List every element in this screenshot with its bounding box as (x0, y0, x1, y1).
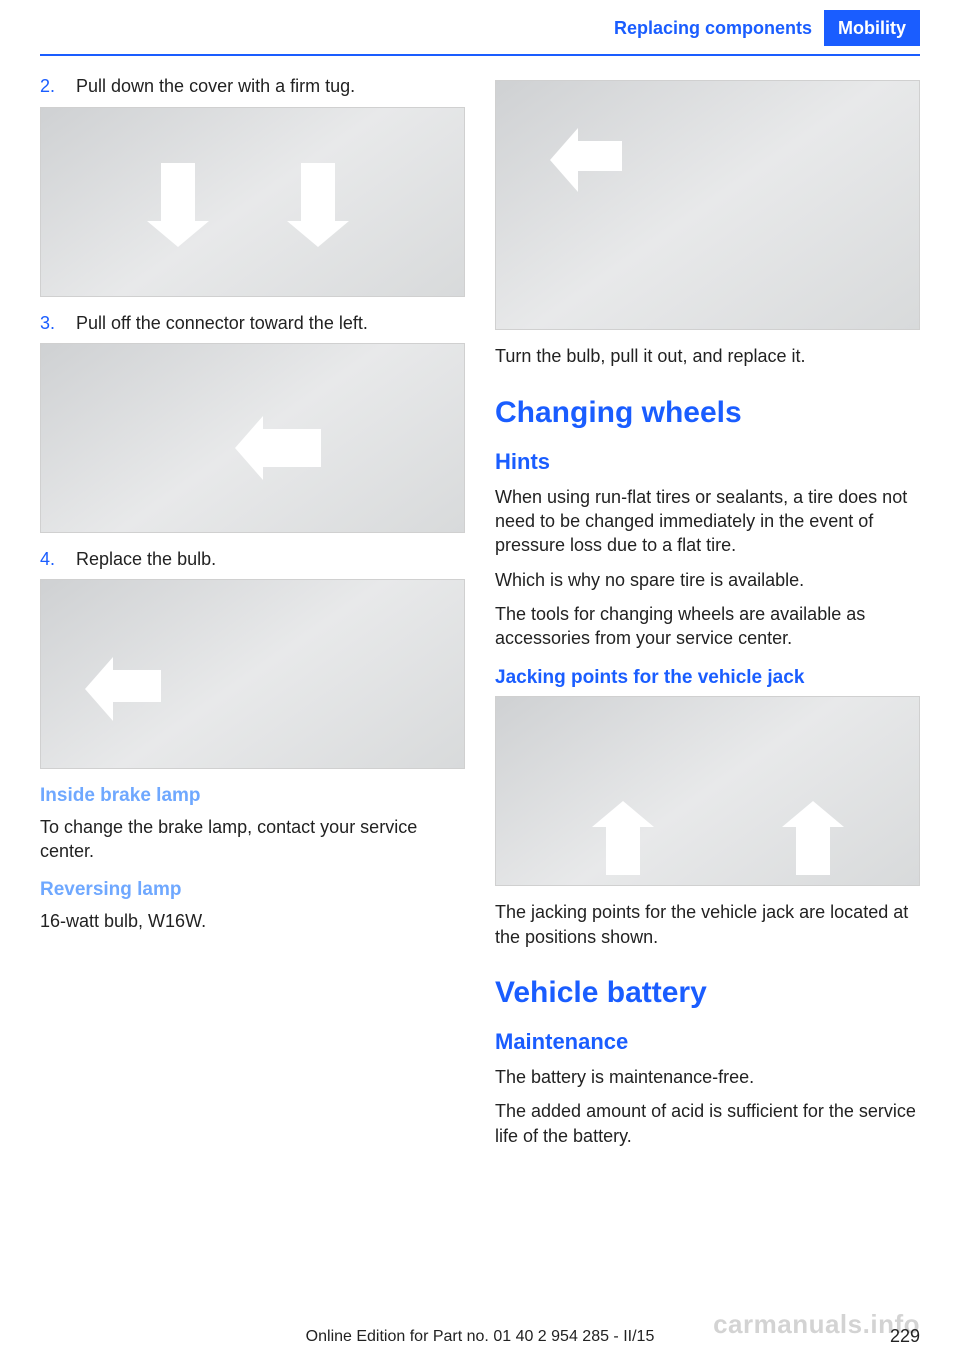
heading-reversing-lamp: Reversing lamp (40, 877, 465, 903)
heading-maintenance: Maintenance (495, 1027, 920, 1057)
right-column: Turn the bulb, pull it out, and replace … (495, 74, 920, 1158)
figure-shade (496, 81, 919, 329)
arrow-down-icon (301, 163, 335, 223)
step-text: Replace the bulb. (76, 547, 465, 571)
arrow-left-icon (576, 141, 622, 171)
step-text: Pull off the connector toward the left. (76, 311, 465, 335)
left-column: 2. Pull down the cover with a firm tug. … (40, 74, 465, 1158)
step-2: 2. Pull down the cover with a firm tug. (40, 74, 465, 98)
arrow-left-icon (111, 670, 161, 702)
breadcrumb-section: Replacing components (602, 10, 824, 46)
step-4: 4. Replace the bulb. (40, 547, 465, 571)
figure-bulb-turn (495, 80, 920, 330)
step-number: 2. (40, 74, 62, 98)
header-rule (40, 54, 920, 56)
page-number: 229 (890, 1324, 920, 1348)
heading-jacking-points: Jacking points for the vehicle jack (495, 665, 920, 691)
step-3: 3. Pull off the connector toward the lef… (40, 311, 465, 335)
step-text: Pull down the cover with a firm tug. (76, 74, 465, 98)
step-number: 4. (40, 547, 62, 571)
paragraph: Turn the bulb, pull it out, and replace … (495, 344, 920, 368)
figure-jacking-points (495, 696, 920, 886)
breadcrumb-chapter: Mobility (824, 10, 920, 46)
heading-changing-wheels: Changing wheels (495, 393, 920, 434)
paragraph: 16-watt bulb, W16W. (40, 909, 465, 933)
figure-replace-bulb (40, 579, 465, 769)
paragraph: The battery is maintenance-free. (495, 1065, 920, 1089)
figure-connector-pull-left (40, 343, 465, 533)
online-edition-note: Online Edition for Part no. 01 40 2 954 … (306, 1326, 655, 1348)
paragraph: The tools for changing wheels are availa… (495, 602, 920, 651)
heading-vehicle-battery: Vehicle battery (495, 973, 920, 1014)
arrow-down-icon (161, 163, 195, 223)
arrow-up-icon (796, 825, 830, 875)
figure-shade (496, 697, 919, 885)
page-header: Replacing components Mobility (0, 0, 960, 54)
figure-cover-pull-down (40, 107, 465, 297)
paragraph: The added amount of acid is sufficient f… (495, 1099, 920, 1148)
paragraph: To change the brake lamp, contact your s… (40, 815, 465, 864)
step-number: 3. (40, 311, 62, 335)
content-columns: 2. Pull down the cover with a firm tug. … (0, 74, 960, 1158)
page-footer: Online Edition for Part no. 01 40 2 954 … (0, 1324, 960, 1348)
paragraph: The jacking points for the vehicle jack … (495, 900, 920, 949)
heading-hints: Hints (495, 447, 920, 477)
arrow-up-icon (606, 825, 640, 875)
paragraph: When using run-flat tires or sealants, a… (495, 485, 920, 558)
heading-inside-brake-lamp: Inside brake lamp (40, 783, 465, 809)
paragraph: Which is why no spare tire is available. (495, 568, 920, 592)
arrow-left-icon (261, 429, 321, 467)
figure-shade (41, 108, 464, 296)
